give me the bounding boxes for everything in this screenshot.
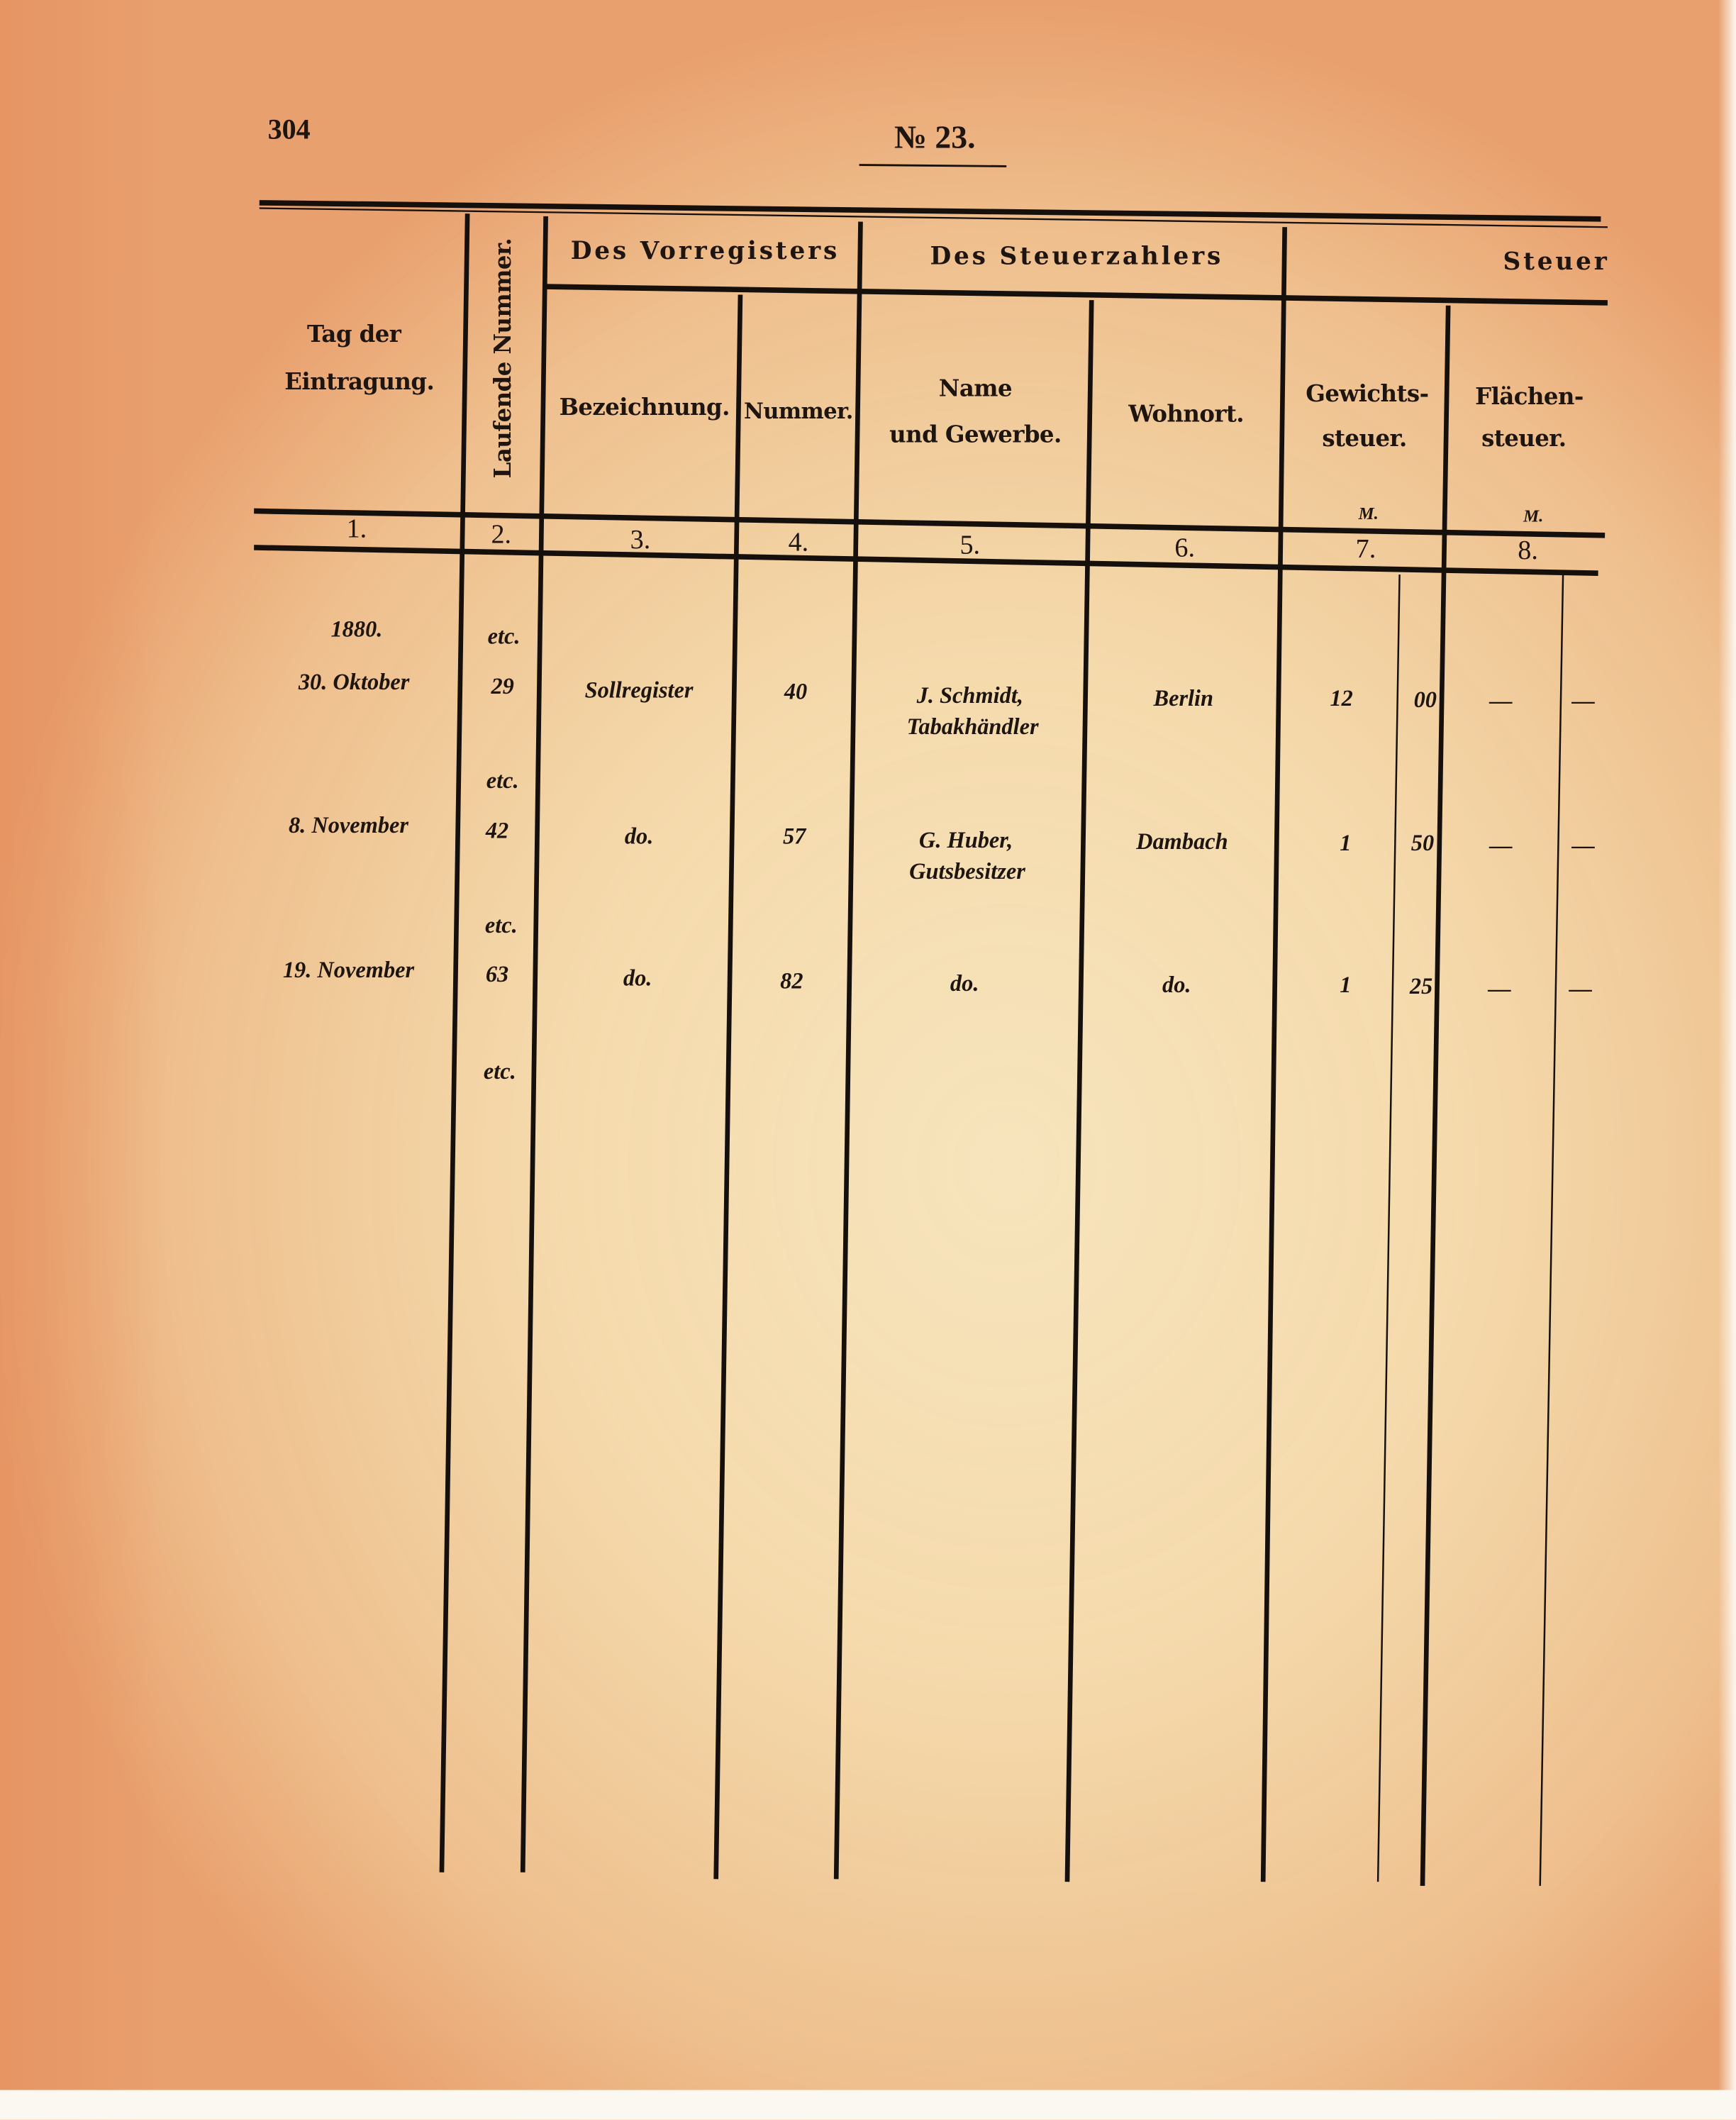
- currency-mark-8: M.: [1523, 505, 1544, 526]
- col-rule-5: [1064, 300, 1094, 1882]
- cell-wohnort: Berlin: [1153, 685, 1214, 711]
- cell-pf: 50: [1410, 830, 1435, 856]
- cell-nummer: 82: [780, 967, 803, 994]
- cell-flaeche-mark: —: [1488, 976, 1511, 1002]
- column-number: 8.: [1518, 535, 1538, 566]
- header-flaechen-line2: steuer.: [1481, 426, 1567, 453]
- cell-pf: 00: [1413, 687, 1437, 713]
- header-laufende-nummer: Laufende Nummer.: [490, 238, 518, 479]
- header-name-line2: und Gewerbe.: [889, 421, 1062, 449]
- cell-nummer: 40: [784, 678, 808, 705]
- cell-name: J. Schmidt,: [916, 682, 1023, 709]
- header-wohnort: Wohnort.: [1128, 401, 1244, 429]
- cell-mark: 1: [1340, 830, 1352, 856]
- column-number: 6.: [1174, 533, 1195, 563]
- col-rule-7: [1420, 305, 1451, 1886]
- page-title: № 23.: [894, 121, 976, 157]
- col-rule-3: [713, 294, 743, 1880]
- cell-date: 30. Oktober: [298, 669, 410, 695]
- header-tag-line2: Eintragung.: [284, 369, 435, 396]
- header-bezeichnung: Bezeichnung.: [559, 394, 730, 422]
- header-flaechen-line1: Flächen-: [1475, 384, 1584, 411]
- header-tag-line1: Tag der: [307, 321, 401, 349]
- cell-pf: 25: [1409, 973, 1433, 999]
- col-rule-7-pf: [1376, 575, 1401, 1882]
- cell-flaeche-pf: —: [1571, 833, 1595, 859]
- cell-gewerbe: Tabakhändler: [906, 714, 1039, 740]
- etc-marker: etc.: [484, 912, 518, 938]
- currency-mark-7: M.: [1358, 503, 1379, 523]
- cell-flaeche-mark: —: [1489, 833, 1513, 859]
- cell-bezeichnung: Sollregister: [584, 677, 694, 704]
- header-nummer: Nummer.: [743, 398, 853, 424]
- col-rule-4: [833, 221, 863, 1880]
- header-name-line1: Name: [938, 375, 1013, 403]
- column-number: 1.: [346, 514, 367, 545]
- etc-marker: etc.: [483, 1058, 516, 1084]
- column-number: 2.: [491, 519, 512, 550]
- scan-margin: [0, 2090, 1736, 2120]
- cell-gewerbe: Gutsbesitzer: [909, 858, 1025, 884]
- column-number: 7.: [1355, 534, 1376, 565]
- group-divider: [545, 284, 1608, 306]
- group-header-steuerzahler: Des Steuerzahlers: [930, 243, 1224, 272]
- group-header-steuer: Steuer: [1503, 248, 1610, 277]
- col-rule-2: [520, 216, 548, 1872]
- year-label: 1880.: [330, 616, 383, 643]
- scan-margin-right: [1718, 0, 1736, 2120]
- col-rule-8-pf: [1539, 575, 1564, 1886]
- top-rule-thick: [259, 200, 1601, 222]
- cell-flaeche-pf: —: [1569, 976, 1593, 1002]
- page-number: 304: [267, 113, 311, 145]
- cell-lfd: 63: [485, 961, 509, 987]
- cell-bezeichnung: do.: [623, 965, 652, 992]
- header-gewicht-line1: Gewichts-: [1306, 381, 1429, 409]
- etc-marker: etc.: [486, 767, 519, 794]
- cell-mark: 12: [1330, 685, 1353, 711]
- cell-flaeche-mark: —: [1489, 688, 1513, 714]
- cell-wohnort: Dambach: [1136, 828, 1228, 855]
- cell-flaeche-pf: —: [1571, 688, 1595, 714]
- title-underline: [859, 164, 1007, 167]
- column-number: 5.: [959, 531, 981, 561]
- group-header-vorregister: Des Vorregisters: [570, 237, 840, 266]
- cell-name: do.: [950, 970, 979, 997]
- header-gewicht-line2: steuer.: [1322, 426, 1407, 453]
- top-rule-thin: [259, 207, 1608, 228]
- header-bottom-rule: [254, 508, 1606, 538]
- cell-date: 19. November: [282, 957, 415, 983]
- cell-lfd: 42: [485, 818, 509, 844]
- cell-nummer: 57: [782, 823, 806, 849]
- cell-mark: 1: [1340, 972, 1352, 998]
- cell-lfd: 29: [491, 673, 514, 699]
- cell-date: 8. November: [288, 812, 409, 838]
- cell-wohnort: do.: [1162, 972, 1191, 998]
- column-number: 3.: [630, 525, 651, 555]
- column-number: 4.: [788, 528, 809, 558]
- etc-marker: etc.: [487, 623, 521, 649]
- numbers-bottom-rule: [254, 545, 1598, 576]
- col-rule-6: [1260, 227, 1287, 1882]
- col-rule-1: [439, 213, 470, 1872]
- cell-name: G. Huber,: [918, 827, 1013, 853]
- cell-bezeichnung: do.: [624, 823, 654, 849]
